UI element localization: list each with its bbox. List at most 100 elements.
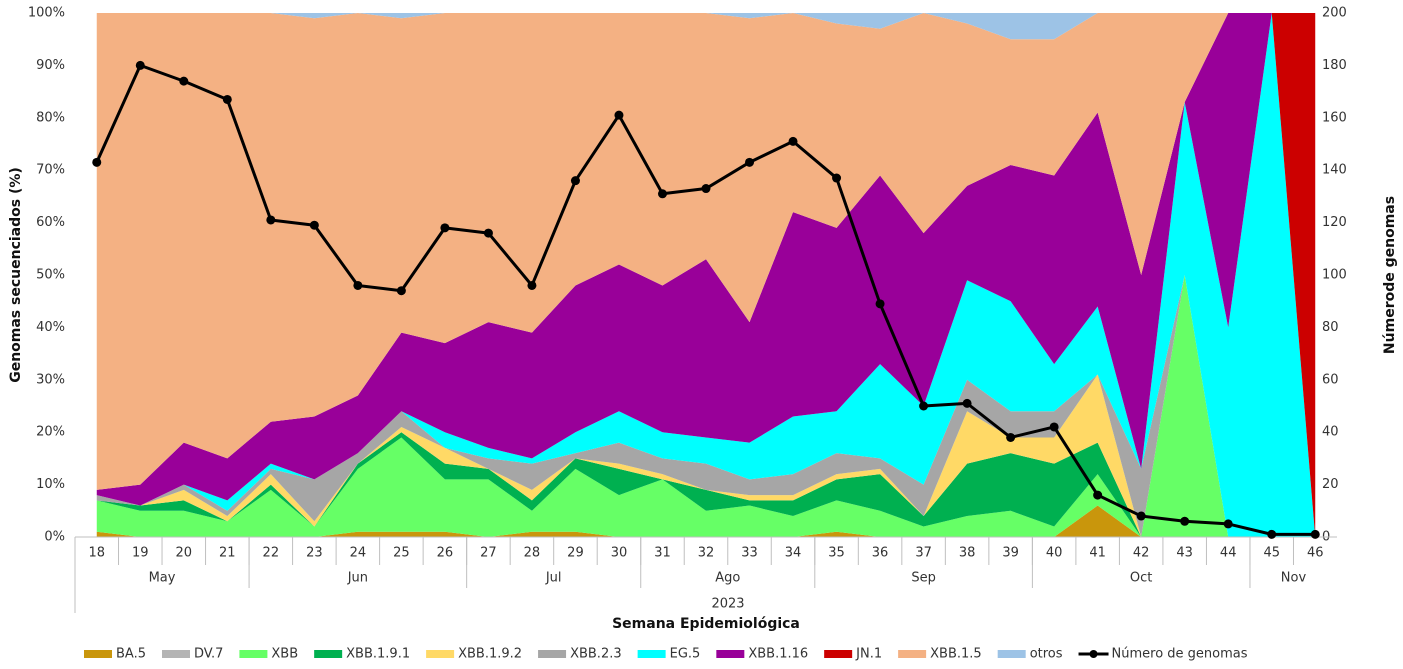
x-tick-label: 40: [1046, 546, 1063, 561]
line-marker: [266, 215, 276, 225]
x-tick-label: 26: [437, 546, 454, 561]
x-tick-label: 36: [872, 546, 889, 561]
plot-area: [96, 13, 1316, 537]
line-marker: [701, 184, 711, 194]
x-tick-label: 21: [219, 546, 236, 561]
legend-label: DV.7: [194, 647, 223, 662]
area: [96, 275, 1316, 537]
legend-swatch: [426, 650, 455, 658]
legend-label: Número de genomas: [1112, 647, 1248, 662]
legend-swatch: [239, 650, 268, 658]
legend-label: XBB.2.3: [570, 647, 622, 662]
x-tick-label: 45: [1263, 546, 1280, 561]
legend-label: XBB.1.9.2: [458, 647, 522, 662]
legend-swatch: [162, 650, 190, 658]
x-tick-label: 39: [1002, 546, 1019, 561]
line-marker: [614, 110, 624, 120]
month-label: Ago: [715, 571, 740, 586]
y-tick-label: 40%: [36, 320, 65, 335]
x-tick-label: 32: [698, 546, 715, 561]
month-label: Nov: [1281, 571, 1307, 586]
y2-tick-label: 120: [1322, 215, 1347, 230]
line-marker: [919, 401, 929, 411]
x-axis-title: Semana Epidemiológica: [612, 616, 800, 632]
x-tick-label: 41: [1089, 546, 1106, 561]
x-tick-label: 46: [1307, 546, 1324, 561]
x-tick-label: 27: [480, 546, 497, 561]
line-marker: [1049, 422, 1059, 432]
y2-tick-label: 180: [1322, 58, 1347, 73]
line-marker: [1093, 490, 1103, 500]
x-tick-label: 43: [1176, 546, 1193, 561]
x-tick-label: 38: [959, 546, 976, 561]
x-tick-label: 34: [785, 546, 802, 561]
x-tick-label: 31: [654, 546, 671, 561]
x-tick-label: 20: [176, 546, 193, 561]
x-tick-label: 35: [828, 546, 845, 561]
legend-swatch: [538, 650, 567, 658]
x-tick-label: 42: [1133, 546, 1150, 561]
x-tick-label: 22: [263, 546, 280, 561]
month-label: Sep: [911, 571, 936, 586]
legend-swatch: [997, 650, 1026, 658]
line-marker: [135, 60, 145, 70]
y-tick-label: 30%: [36, 372, 65, 387]
y2-tick-label: 60: [1322, 372, 1339, 387]
line-marker: [396, 286, 406, 296]
month-label: Jun: [347, 571, 368, 586]
area: [96, 13, 1316, 40]
y-axis-title: Genomas secuenciados (%): [8, 167, 24, 383]
legend-swatch: [1089, 650, 1098, 658]
year-label: 2023: [711, 597, 744, 612]
line-marker: [353, 280, 363, 290]
x-tick-label: 23: [306, 546, 323, 561]
y2-tick-label: 140: [1322, 163, 1347, 178]
month-label: May: [149, 571, 176, 586]
line-marker: [832, 173, 842, 183]
legend-swatch: [314, 650, 343, 658]
area: [96, 13, 1316, 537]
legend-label: JN.1: [855, 647, 882, 662]
line-marker: [483, 228, 493, 238]
legend-label: otros: [1030, 647, 1063, 662]
x-tick-label: 18: [88, 546, 105, 561]
month-label: Jul: [545, 571, 562, 586]
line-marker: [1310, 529, 1320, 539]
y2-tick-label: 80: [1322, 320, 1339, 335]
legend-label: XBB.1.16: [748, 647, 808, 662]
line-marker: [745, 157, 755, 167]
y2-tick-label: 40: [1322, 425, 1339, 440]
y-tick-label: 0%: [44, 530, 65, 545]
x-tick-label: 30: [611, 546, 628, 561]
legend-label: XBB.1.9.1: [346, 647, 410, 662]
x-tick-label: 19: [132, 546, 149, 561]
x-tick-label: 33: [741, 546, 758, 561]
area: [96, 13, 1316, 490]
legend-swatch: [824, 650, 853, 658]
legend-swatch: [898, 650, 927, 658]
x-tick-label: 24: [350, 546, 367, 561]
area: [96, 275, 1316, 537]
x-tick-label: 25: [393, 546, 410, 561]
line-marker: [657, 189, 667, 199]
line-marker: [309, 220, 319, 230]
legend-label: XBB: [271, 647, 298, 662]
legend-label: EG.5: [670, 647, 701, 662]
y2-tick-label: 160: [1322, 110, 1347, 125]
line-marker: [1267, 529, 1277, 539]
line-marker: [570, 176, 580, 186]
y-tick-label: 90%: [36, 58, 65, 73]
x-tick-label: 28: [524, 546, 541, 561]
legend-swatch: [637, 650, 666, 658]
line-marker: [179, 76, 189, 86]
line-marker: [1223, 519, 1233, 529]
y-tick-label: 100%: [28, 6, 65, 21]
y2-tick-label: 20: [1322, 477, 1339, 492]
line-marker: [440, 223, 450, 233]
y-tick-label: 20%: [36, 425, 65, 440]
y-tick-label: 50%: [36, 268, 65, 283]
legend-label: BA.5: [116, 647, 146, 662]
y2-axis-title: Númerode genomas: [1382, 196, 1398, 354]
month-label: Oct: [1130, 571, 1152, 586]
